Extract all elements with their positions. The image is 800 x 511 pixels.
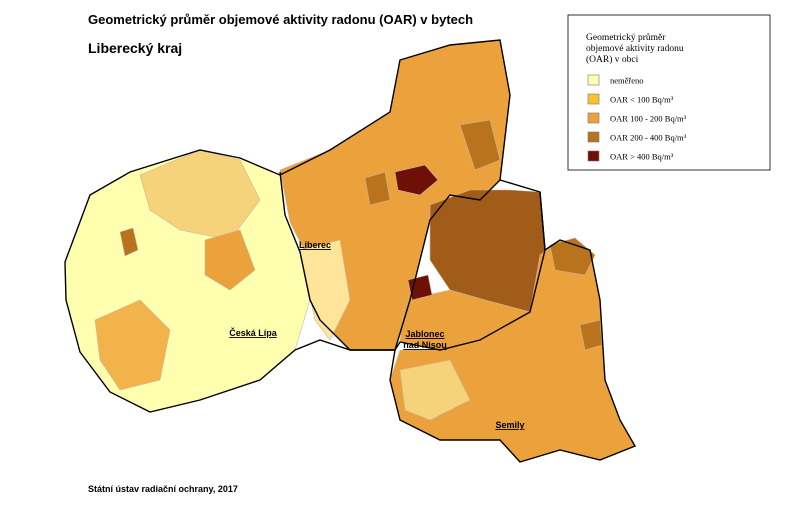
legend-swatch xyxy=(587,93,600,105)
legend-label: neměřeno xyxy=(610,76,644,86)
region xyxy=(579,319,603,351)
legend-label: OAR 100 - 200 Bq/m³ xyxy=(610,114,687,124)
source-note: Státní ústav radiační ochrany, 2017 xyxy=(88,484,238,494)
district-label: Semily xyxy=(495,420,524,430)
legend-box xyxy=(567,14,771,171)
region xyxy=(364,171,391,206)
map-title: Geometrický průměr objemové aktivity rad… xyxy=(88,12,473,27)
region xyxy=(394,164,439,196)
region xyxy=(299,239,351,341)
legend-label: OAR 200 - 400 Bq/m³ xyxy=(610,133,687,143)
legend-label: OAR > 400 Bq/m³ xyxy=(610,152,674,162)
region xyxy=(119,227,139,257)
map-subtitle: Liberecký kraj xyxy=(88,40,182,56)
map-regions xyxy=(64,39,637,463)
legend-swatch xyxy=(587,112,600,124)
region xyxy=(94,299,171,391)
district-label: Česká Lípa xyxy=(229,327,278,338)
legend-swatch xyxy=(587,131,600,143)
legend-title: (OAR) v obci xyxy=(586,54,639,65)
legend-label: OAR < 100 Bq/m³ xyxy=(610,95,674,105)
legend-swatch xyxy=(587,74,600,86)
region-border xyxy=(64,39,637,463)
district-label: nad Nisou xyxy=(403,340,447,350)
legend-swatch xyxy=(587,150,600,162)
legend-title: objemové aktivity radonu xyxy=(586,44,684,54)
region xyxy=(459,119,501,171)
district-label: Jablonec xyxy=(405,329,444,339)
district-label: Liberec xyxy=(299,240,331,250)
region xyxy=(204,229,256,291)
legend-title: Geometrický průměr xyxy=(586,32,666,43)
region xyxy=(399,359,471,421)
